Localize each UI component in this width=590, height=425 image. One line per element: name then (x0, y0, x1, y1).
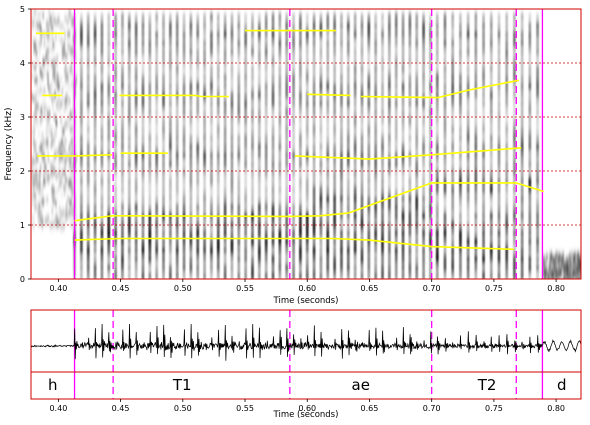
formant-track (37, 154, 112, 157)
segment-label-tier: h T1 ae T2 d (48, 376, 566, 394)
frequency-tick-label: 4 (20, 59, 25, 68)
waveform-time-tick-label: 0.60 (298, 404, 316, 413)
waveform-panel: h T1 ae T2 d 0.40 0.45 0.50 0.55 0.60 0.65 0.70 0.7… (30, 309, 582, 420)
segment-label: T1 (172, 376, 192, 394)
segment-label: d (557, 376, 567, 394)
spectrogram-time-tick-label: 0.60 (298, 284, 316, 293)
segment-label: T2 (477, 376, 497, 394)
spectrogram-frame (30, 8, 582, 280)
frequency-tick-label: 2 (20, 167, 25, 176)
segment-boundaries-waveform (73, 310, 544, 399)
formant-track (294, 147, 522, 160)
waveform-time-axis-label: Time (seconds) (273, 410, 339, 420)
waveform-time-tick-label: 0.65 (361, 404, 379, 413)
frequency-tick-label: 3 (20, 113, 25, 122)
spectrogram-time-tick-label: 0.65 (361, 284, 379, 293)
spectrogram-time-tick-label: 0.40 (49, 284, 67, 293)
spectrogram-time-axis-label: Time (seconds) (273, 296, 339, 306)
spectrogram-time-tick-label: 0.50 (174, 284, 192, 293)
spectrogram-time-tick-label: 0.45 (112, 284, 130, 293)
segment-label: h (48, 376, 58, 394)
formant-track (74, 237, 514, 251)
formant-track (119, 94, 229, 98)
formant-tracks (36, 29, 544, 251)
waveform-time-tick-label: 0.40 (49, 404, 67, 413)
waveform-time-tick-label: 0.50 (174, 404, 192, 413)
spectrogram-time-tick-label: 0.70 (423, 284, 441, 293)
waveform-frame (30, 309, 582, 400)
spectrogram-time-tick-labels: 0.40 0.45 0.50 0.55 0.60 0.65 0.70 0.75 0.80 (49, 279, 565, 293)
waveform-trace (31, 323, 581, 361)
waveform-time-tick-label: 0.80 (547, 404, 565, 413)
frequency-tick-label: 5 (20, 5, 25, 14)
formant-track (307, 93, 351, 97)
waveform-time-tick-labels: 0.40 0.45 0.50 0.55 0.60 0.65 0.70 0.75 0.80 (49, 399, 565, 413)
segment-boundaries-spectrogram (73, 9, 544, 279)
waveform-time-tick-label: 0.45 (112, 404, 130, 413)
waveform-time-tick-label: 0.75 (485, 404, 503, 413)
spectrogram-time-tick-label: 0.75 (485, 284, 503, 293)
formant-track (74, 182, 544, 222)
frequency-tick-labels: 0 1 2 3 4 5 (20, 5, 31, 284)
waveform-time-tick-label: 0.55 (236, 404, 254, 413)
waveform-time-tick-label: 0.70 (423, 404, 441, 413)
formant-track (360, 79, 519, 99)
segment-label: ae (352, 376, 370, 394)
frequency-tick-label: 1 (20, 221, 25, 230)
frequency-tick-label: 0 (20, 275, 25, 284)
spectrogram-time-tick-label: 0.80 (547, 284, 565, 293)
frequency-axis-label: Frequency (kHz) (4, 107, 14, 180)
spectrogram-time-tick-label: 0.55 (236, 284, 254, 293)
